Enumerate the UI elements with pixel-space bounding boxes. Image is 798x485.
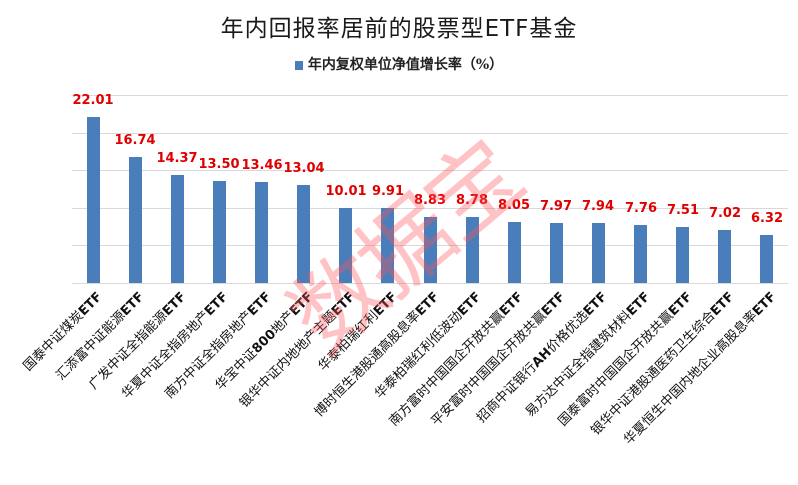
data-label: 13.04 <box>283 161 325 176</box>
data-label: 14.37 <box>156 151 198 166</box>
data-label: 7.94 <box>581 199 615 214</box>
bar <box>171 175 184 283</box>
chart-title: 年内回报率居前的股票型ETF基金 <box>220 16 578 42</box>
data-label: 6.32 <box>750 211 784 226</box>
data-label: 22.01 <box>72 93 114 108</box>
bar <box>760 235 773 283</box>
data-label: 8.78 <box>455 193 489 208</box>
bar <box>550 223 563 283</box>
bar <box>466 217 479 283</box>
bar <box>676 227 689 283</box>
data-label: 8.05 <box>497 198 531 213</box>
data-label: 7.02 <box>708 206 742 221</box>
bar <box>718 230 731 283</box>
bar <box>255 182 268 283</box>
gridline <box>72 170 788 171</box>
gridline <box>72 95 788 96</box>
gridline <box>72 283 788 284</box>
gridline <box>72 208 788 209</box>
data-label: 7.51 <box>666 203 700 218</box>
gridline <box>72 133 788 134</box>
bar <box>87 117 100 283</box>
data-label: 16.74 <box>114 133 156 148</box>
bar <box>129 157 142 283</box>
bar <box>213 181 226 283</box>
bar <box>381 208 394 283</box>
data-label: 8.83 <box>413 193 447 208</box>
chart-legend: 年内复权单位净值增长率（%） <box>0 54 798 74</box>
bar <box>508 222 521 283</box>
data-label: 7.97 <box>539 199 573 214</box>
legend-label: 年内复权单位净值增长率（%） <box>307 57 504 73</box>
bar <box>424 217 437 283</box>
bar <box>339 208 352 283</box>
bar <box>634 225 647 283</box>
data-label: 13.50 <box>198 157 240 172</box>
data-label: 9.91 <box>371 184 405 199</box>
bar <box>592 223 605 283</box>
data-label: 10.01 <box>325 184 367 199</box>
legend-swatch <box>294 61 303 70</box>
bar <box>297 185 310 283</box>
data-label: 7.76 <box>624 201 658 216</box>
data-label: 13.46 <box>241 158 283 173</box>
